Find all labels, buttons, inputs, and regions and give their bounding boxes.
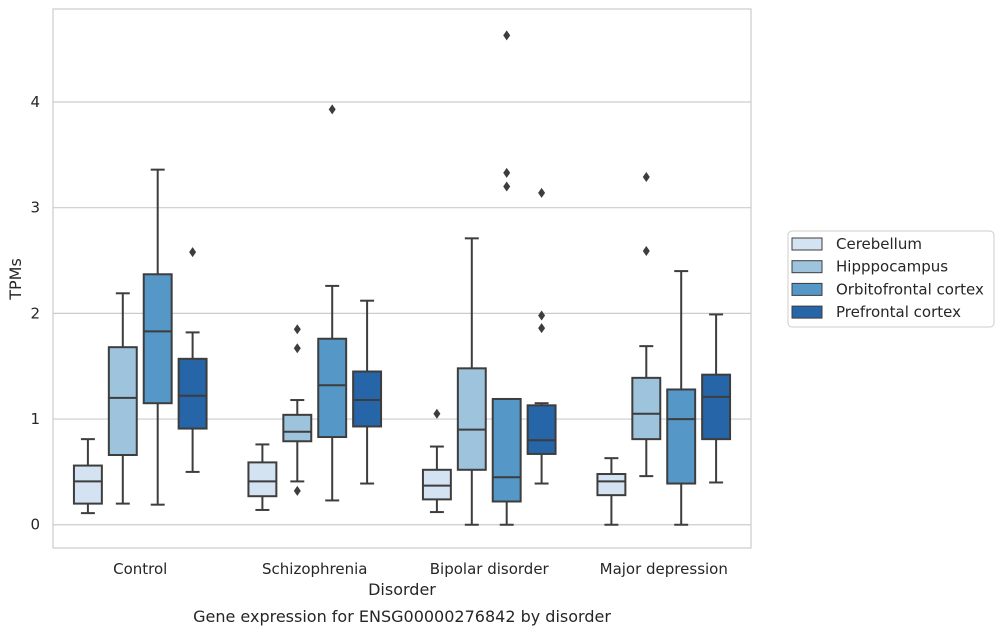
legend-frame <box>787 230 995 328</box>
legend-label: Prefrontal cortex <box>836 303 961 321</box>
box-iqr <box>72 464 103 505</box>
x-tick-label: Control <box>113 560 167 578</box>
outlier-point <box>293 324 301 335</box>
outlier-point <box>189 247 197 258</box>
box-iqr <box>247 461 278 498</box>
legend-swatch <box>791 260 823 274</box>
box-hipppocampus <box>456 237 487 526</box>
outlier-point <box>538 310 546 321</box>
y-tick-label: 2 <box>30 304 40 322</box>
x-tick-label: Schizophrenia <box>262 560 367 578</box>
outlier-point <box>503 167 511 178</box>
outlier-point <box>642 246 650 257</box>
box-iqr <box>631 376 662 441</box>
box-iqr <box>282 413 313 443</box>
box-orbitofrontal-cortex <box>491 30 522 526</box>
legend-swatch <box>791 282 823 296</box>
y-tick-label: 0 <box>30 516 40 534</box>
legend-label: Orbitofrontal cortex <box>836 280 984 298</box>
box-iqr <box>456 367 487 471</box>
box-iqr <box>177 357 208 430</box>
outlier-point <box>293 343 301 354</box>
y-axis-ticks: 0 1 2 3 4 <box>30 93 40 534</box>
box-iqr <box>317 337 348 439</box>
x-tick-label: Major depression <box>600 560 728 578</box>
x-axis-ticks: Control Schizophrenia Bipolar disorder Majo… <box>113 560 728 578</box>
box-prefrontal-cortex <box>526 187 557 485</box>
y-tick-label: 4 <box>30 93 40 111</box>
box-prefrontal-cortex <box>352 299 383 485</box>
box-iqr <box>596 473 627 497</box>
boxes <box>72 30 732 526</box>
box-iqr <box>352 370 383 428</box>
outlier-point <box>538 323 546 334</box>
box-orbitofrontal-cortex <box>666 270 697 526</box>
legend: Cerebellum Hipppocampus Orbitofrontal cort… <box>787 230 995 328</box>
legend-label: Hipppocampus <box>836 258 948 276</box>
legend-item: Orbitofrontal cortex <box>791 280 984 298</box>
x-tick-label: Bipolar disorder <box>430 560 550 578</box>
y-axis-label: TPMs <box>6 258 25 301</box>
box-iqr <box>701 373 732 441</box>
box-hipppocampus <box>107 292 138 505</box>
outlier-point <box>642 172 650 183</box>
outlier-point <box>503 181 511 192</box>
legend-swatch <box>791 237 823 251</box>
box-iqr <box>142 273 173 405</box>
box-prefrontal-cortex <box>701 313 732 484</box>
y-tick-label: 3 <box>30 199 40 217</box>
box-orbitofrontal-cortex <box>317 104 348 502</box>
box-cerebellum <box>596 457 627 526</box>
box-cerebellum <box>421 408 452 514</box>
box-cerebellum <box>247 443 278 511</box>
legend-swatch <box>791 305 823 319</box>
legend-item: Hipppocampus <box>791 258 948 276</box>
legend-item: Cerebellum <box>791 235 922 253</box>
box-hipppocampus <box>631 172 662 478</box>
outlier-point <box>538 187 546 198</box>
box-hipppocampus <box>282 324 313 496</box>
outlier-point <box>328 104 336 115</box>
legend-item: Prefrontal cortex <box>791 303 961 321</box>
box-orbitofrontal-cortex <box>142 168 173 506</box>
box-iqr <box>666 388 697 485</box>
box-iqr <box>526 404 557 455</box>
y-tick-label: 1 <box>30 410 40 428</box>
chart-caption: Gene expression for ENSG00000276842 by d… <box>193 607 611 626</box>
legend-label: Cerebellum <box>836 235 922 253</box>
outlier-point <box>503 30 511 41</box>
outlier-point <box>293 485 301 496</box>
box-prefrontal-cortex <box>177 247 208 473</box>
outlier-point <box>433 408 441 419</box>
box-iqr <box>421 468 452 501</box>
box-cerebellum <box>72 438 103 515</box>
box-iqr <box>107 346 138 456</box>
x-axis-label: Disorder <box>368 580 436 599</box>
box-iqr <box>491 397 522 503</box>
